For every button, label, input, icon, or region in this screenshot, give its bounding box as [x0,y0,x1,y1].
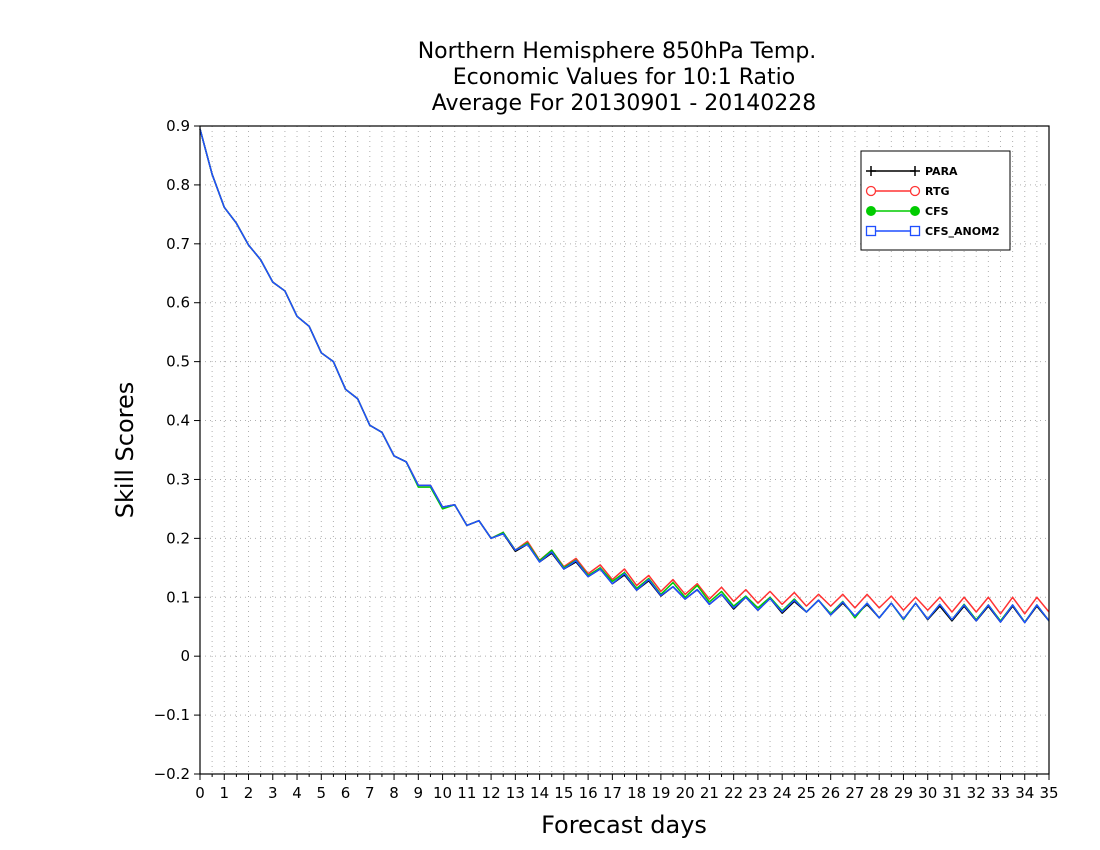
x-tick-label: 32 [967,784,986,802]
title-line-2: Economic Values for 10:1 Ratio [453,65,795,90]
x-tick-label: 22 [724,784,743,802]
x-tick-label: 11 [457,784,476,802]
legend-label-para: PARA [925,165,958,178]
x-tick-label: 1 [219,784,229,802]
x-tick-label: 30 [918,784,937,802]
x-tick-label: 29 [894,784,913,802]
legend-marker [909,185,921,197]
series-layer [199,128,1050,624]
x-tick-label: 12 [482,784,501,802]
y-tick-label: −0.1 [154,706,190,724]
legend-label-cfs: CFS [925,205,949,218]
y-tick-label: 0.5 [166,353,190,371]
x-tick-label: 5 [317,784,327,802]
legend-marker [909,225,921,237]
x-tick-label: 23 [748,784,767,802]
y-tick-label: 0.3 [166,470,190,488]
y-tick-label: 0.4 [166,412,190,430]
x-tick-label: 25 [797,784,816,802]
series-line-cfs-anom2 [199,128,1050,624]
x-tick-label: 21 [700,784,719,802]
x-tick-label: 7 [365,784,375,802]
x-tick-label: 3 [268,784,278,802]
legend-marker [866,166,876,176]
y-axis-label: Skill Scores [111,382,139,519]
legend: PARA RTG CFS CFS_ANOM2 [860,150,1011,251]
x-tick-label: 13 [506,784,525,802]
x-tick-label: 31 [942,784,961,802]
x-tick-label: 16 [579,784,598,802]
chart-title: Northern Hemisphere 850hPa Temp. Economi… [418,39,817,116]
x-tick-label: 18 [627,784,646,802]
legend-marker [910,206,920,216]
legend-label-cfs-anom2: CFS_ANOM2 [925,225,1000,238]
x-tick-label: 35 [1039,784,1058,802]
x-tick-label: 33 [991,784,1010,802]
x-tick-label: 6 [341,784,351,802]
y-axis: −0.2 −0.1 0 0.1 0.2 0.3 0.4 0.5 0.6 0.7 0.8 0.9 [154,117,200,783]
y-tick-label: 0.2 [166,529,190,547]
x-tick-label: 17 [603,784,622,802]
legend-label-rtg: RTG [925,185,950,198]
title-line-3: Average For 20130901 - 20140228 [432,91,817,116]
x-tick-label: 0 [195,784,205,802]
y-tick-label: 0.1 [166,588,190,606]
legend-marker [866,206,876,216]
x-tick-label: 9 [414,784,424,802]
legend-marker [865,225,877,237]
legend-marker [910,166,920,176]
y-tick-label: 0.9 [166,117,190,135]
x-tick-label: 15 [554,784,573,802]
x-tick-label: 8 [389,784,399,802]
x-axis-label: Forecast days [541,811,707,839]
y-tick-label: 0.8 [166,176,190,194]
x-tick-label: 4 [292,784,302,802]
x-tick-label: 2 [244,784,254,802]
title-line-1: Northern Hemisphere 850hPa Temp. [418,39,817,64]
y-tick-label: 0.6 [166,294,190,312]
x-axis: 0 1 2 3 4 5 6 7 8 9 10 11 12 13 14 15 16 17 18 19 20 21 22 23 24… [195,774,1059,802]
y-tick-label: −0.2 [154,765,190,783]
legend-marker [865,185,877,197]
y-tick-label: 0.7 [166,235,190,253]
legend-box [860,150,1011,251]
x-tick-label: 28 [870,784,889,802]
grid [200,126,1049,774]
x-tick-label: 10 [433,784,452,802]
x-tick-label: 19 [651,784,670,802]
x-tick-label: 26 [821,784,840,802]
x-tick-label: 14 [530,784,549,802]
x-tick-label: 24 [773,784,792,802]
x-tick-label: 34 [1015,784,1034,802]
x-tick-label: 20 [676,784,695,802]
x-tick-label: 27 [845,784,864,802]
y-tick-label: 0 [180,647,190,665]
